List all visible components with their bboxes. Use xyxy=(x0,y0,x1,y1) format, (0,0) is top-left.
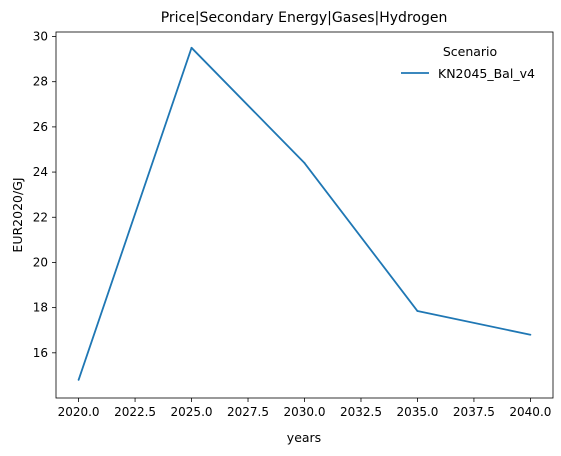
data-point xyxy=(529,333,532,336)
legend-title: Scenario xyxy=(443,44,497,59)
plot-area-frame xyxy=(55,31,554,399)
data-point xyxy=(77,379,80,381)
y-axis: 16 18 20 22 24 26 28 30 xyxy=(33,30,56,360)
y-tick-label: 24 xyxy=(33,165,48,179)
chart-title: Price|Secondary Energy|Gases|Hydrogen xyxy=(161,10,448,26)
x-tick-label: 2025.0 xyxy=(171,405,213,419)
y-tick-label: 26 xyxy=(33,120,48,134)
series-layer xyxy=(77,46,532,381)
series-line-0 xyxy=(77,46,531,381)
legend-entry-label: KN2045_Bal_v4 xyxy=(438,66,535,81)
legend: Scenario KN2045_Bal_v4 xyxy=(401,44,535,81)
y-tick-label: 20 xyxy=(33,255,48,269)
data-point xyxy=(416,310,419,312)
y-tick-label: 30 xyxy=(33,30,48,44)
x-tick-label: 2020.0 xyxy=(58,405,100,419)
x-tick-label: 2022.5 xyxy=(114,405,156,419)
x-tick-label: 2032.5 xyxy=(340,405,382,419)
x-tick-label: 2037.5 xyxy=(453,405,495,419)
data-point xyxy=(190,46,193,49)
x-tick-label: 2027.5 xyxy=(227,405,269,419)
x-axis-label: years xyxy=(287,430,321,445)
y-axis-label: EUR2020/GJ xyxy=(10,177,25,252)
y-tick-label: 16 xyxy=(33,346,48,360)
y-tick-label: 28 xyxy=(33,75,48,89)
x-axis: 2020.0 2022.5 2025.0 2027.5 2030.0 2032.5 2035… xyxy=(58,398,551,419)
x-tick-label: 2035.0 xyxy=(396,405,438,419)
x-tick-label: 2030.0 xyxy=(284,405,326,419)
data-point xyxy=(303,162,306,164)
y-tick-label: 18 xyxy=(33,301,48,315)
x-tick-label: 2040.0 xyxy=(509,405,551,419)
y-tick-label: 22 xyxy=(33,210,48,224)
